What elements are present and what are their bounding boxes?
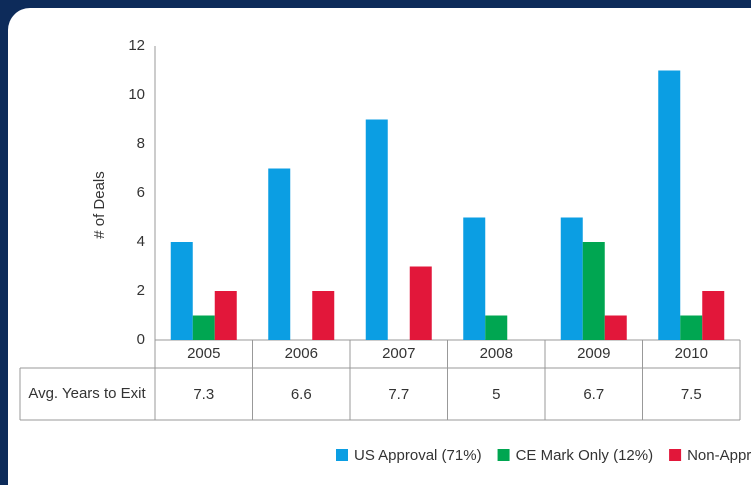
bar bbox=[409, 266, 432, 340]
table-row-header: Avg. Years to Exit bbox=[28, 385, 146, 402]
table-cell: 5 bbox=[492, 386, 500, 403]
y-tick-label: 0 bbox=[137, 331, 145, 348]
bar bbox=[463, 217, 486, 340]
y-tick-label: 8 bbox=[137, 135, 145, 152]
legend-label: CE Mark Only (12%) bbox=[516, 447, 654, 464]
legend-label: US Approval (71%) bbox=[354, 447, 482, 464]
y-tick-label: 6 bbox=[137, 184, 145, 201]
bar bbox=[702, 291, 725, 340]
y-tick-label: 2 bbox=[137, 282, 145, 299]
bar bbox=[485, 315, 508, 340]
y-tick-label: 4 bbox=[137, 233, 145, 250]
table-cell: 7.7 bbox=[388, 386, 409, 403]
table-cell: 6.7 bbox=[583, 386, 604, 403]
bar bbox=[658, 70, 681, 340]
bar bbox=[680, 315, 703, 340]
bar bbox=[170, 242, 193, 340]
legend-swatch bbox=[669, 449, 682, 461]
legend-label: Non-Approved (17%) bbox=[687, 447, 751, 464]
x-tick-label: 2005 bbox=[187, 345, 220, 362]
bar bbox=[192, 315, 215, 340]
bar bbox=[560, 217, 583, 340]
bar bbox=[365, 119, 388, 340]
bar bbox=[604, 315, 627, 340]
legend-swatch bbox=[336, 449, 348, 461]
bar bbox=[268, 168, 291, 340]
legend-swatch bbox=[497, 449, 510, 461]
y-tick-label: 10 bbox=[128, 86, 145, 103]
bar bbox=[312, 291, 335, 340]
y-tick-label: 12 bbox=[128, 37, 145, 54]
x-tick-label: 2006 bbox=[285, 345, 318, 362]
x-tick-label: 2010 bbox=[675, 345, 708, 362]
y-axis-label: # of Deals bbox=[91, 171, 108, 239]
bar bbox=[214, 291, 237, 340]
bar bbox=[582, 242, 605, 340]
x-tick-label: 2009 bbox=[577, 345, 610, 362]
x-tick-label: 2007 bbox=[382, 345, 415, 362]
x-tick-label: 2008 bbox=[480, 345, 513, 362]
table-cell: 7.5 bbox=[681, 386, 702, 403]
table-cell: 7.3 bbox=[193, 386, 214, 403]
table-cell: 6.6 bbox=[291, 386, 312, 403]
